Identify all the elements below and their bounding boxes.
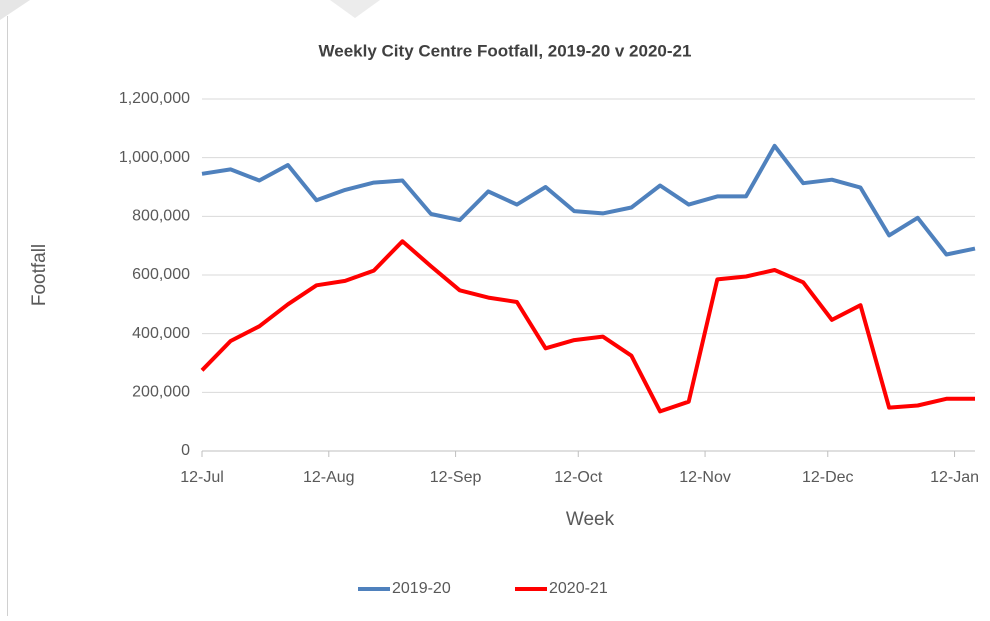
- y-tick-label: 200,000: [132, 384, 190, 401]
- y-tick-label: 400,000: [132, 325, 190, 342]
- decoration: [330, 0, 380, 18]
- legend-label: 2019-20: [392, 580, 451, 597]
- chart-title: Weekly City Centre Footfall, 2019-20 v 2…: [319, 41, 692, 60]
- y-axis-title: Footfall: [29, 244, 50, 306]
- x-tick-label: 12-Jul: [180, 469, 224, 486]
- x-axis-title: Week: [566, 509, 615, 530]
- legend-label: 2020-21: [549, 580, 608, 597]
- x-tick-label: 12-Jan: [930, 469, 979, 486]
- decoration: [0, 0, 30, 20]
- x-tick-label: 12-Nov: [679, 469, 731, 486]
- y-tick-label: 1,000,000: [119, 149, 190, 166]
- series-line: [200, 239, 975, 414]
- x-tick-label: 12-Sep: [430, 469, 482, 486]
- y-tick-label: 0: [181, 442, 190, 459]
- x-tick-label: 12-Dec: [802, 469, 854, 486]
- y-tick-label: 1,200,000: [119, 90, 190, 107]
- series-line: [201, 143, 976, 257]
- y-tick-label: 600,000: [132, 266, 190, 283]
- x-tick-label: 12-Oct: [554, 469, 603, 486]
- y-tick-label: 800,000: [132, 208, 190, 225]
- x-tick-label: 12-Aug: [303, 469, 355, 486]
- frame-edge: [7, 16, 8, 616]
